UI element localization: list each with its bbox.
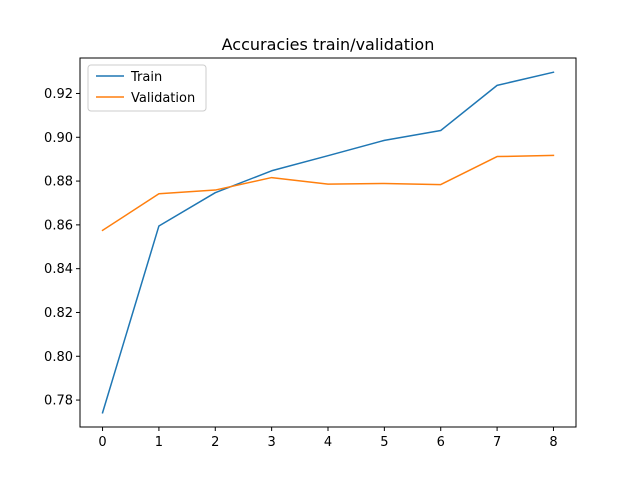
x-tick-label: 3 (267, 435, 275, 450)
y-tick-label: 0.90 (44, 131, 73, 146)
x-tick-label: 2 (211, 435, 219, 450)
y-tick-label: 0.82 (44, 306, 73, 321)
y-tick-label: 0.88 (44, 175, 73, 190)
x-tick-label: 7 (493, 435, 501, 450)
y-tick-label: 0.92 (44, 87, 73, 102)
series-layer (101, 71, 555, 414)
y-tick-label: 0.78 (44, 394, 73, 409)
x-tick-label: 4 (324, 435, 332, 450)
series-line-train (101, 71, 555, 414)
x-axis-ticks: 0 1 2 3 4 5 6 7 8 (98, 427, 558, 450)
plot-area-frame (79, 57, 577, 428)
legend-label-train: Train (130, 70, 162, 85)
y-tick-label: 0.84 (44, 262, 73, 277)
legend-label-validation: Validation (131, 91, 195, 106)
x-tick-label: 1 (155, 435, 163, 450)
x-tick-label: 6 (437, 435, 445, 450)
y-tick-label: 0.86 (44, 218, 73, 233)
y-tick-label: 0.80 (44, 350, 73, 365)
y-axis-ticks: 0.78 0.80 0.82 0.84 0.86 0.88 0.90 0.92 (44, 87, 80, 409)
chart-title: Accuracies train/validation (222, 35, 435, 54)
x-tick-label: 5 (380, 435, 388, 450)
x-tick-label: 8 (549, 435, 557, 450)
series-line-validation (101, 154, 555, 232)
x-tick-label: 0 (98, 435, 106, 450)
legend: Train Validation (87, 64, 207, 112)
